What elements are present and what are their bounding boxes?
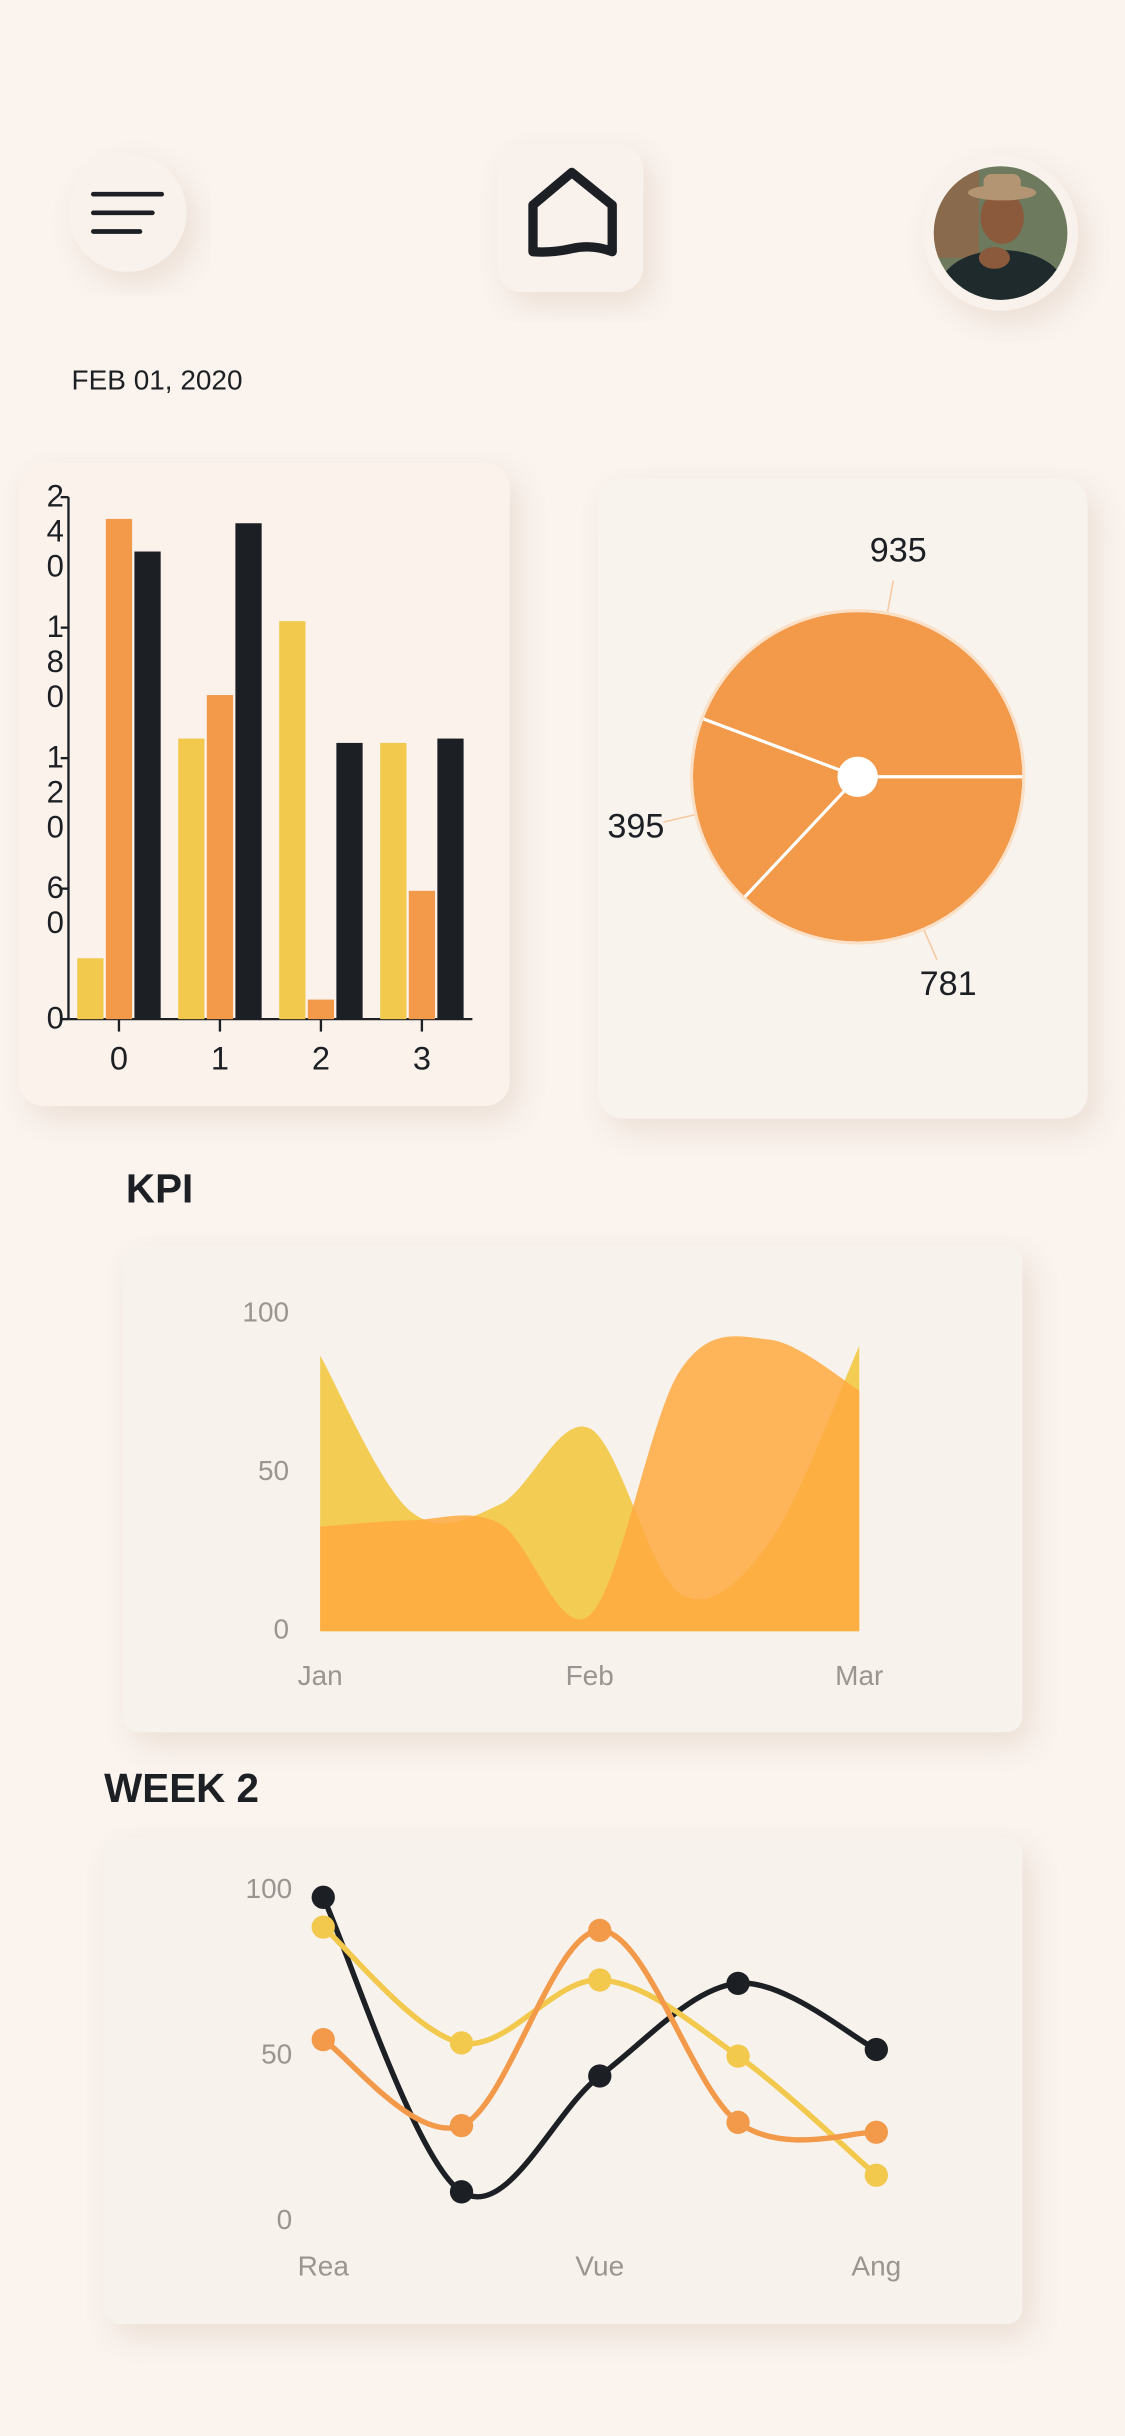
point: [864, 2120, 888, 2144]
point: [311, 2027, 335, 2052]
y-tick-label: 180: [38, 609, 73, 714]
pie-hole: [837, 756, 878, 797]
bar: [380, 742, 407, 1020]
bar: [336, 742, 363, 1020]
leader-line: [886, 580, 895, 614]
x-tick-label: 3: [413, 1040, 431, 1077]
home-icon: [528, 167, 617, 257]
kpi-title: KPI: [126, 1165, 193, 1211]
x-tick-label: Rea: [298, 2251, 350, 2282]
bar: [279, 621, 306, 1020]
x-tick-label: Ang: [851, 2251, 901, 2282]
y-tick-label: 0: [277, 2204, 293, 2235]
x-tick-label: 1: [211, 1040, 229, 1077]
home-button[interactable]: [497, 144, 644, 293]
point: [726, 2044, 750, 2068]
point: [449, 2180, 474, 2204]
point: [449, 2113, 474, 2138]
y-tick-label: 0: [38, 1000, 73, 1035]
point: [588, 1968, 612, 1992]
point: [726, 1971, 750, 1996]
x-tick-label: 0: [110, 1040, 128, 1077]
x-tick-label: Feb: [566, 1660, 614, 1691]
bar: [206, 695, 234, 1020]
y-tick-label: 120: [38, 739, 73, 844]
y-tick-label: 60: [38, 870, 73, 940]
menu-icon: [90, 191, 165, 234]
point: [311, 1915, 335, 1939]
bar: [77, 958, 104, 1020]
point: [588, 2064, 612, 2088]
bar: [178, 738, 205, 1020]
point: [864, 2163, 888, 2187]
point: [588, 1918, 612, 1943]
bar: [235, 523, 262, 1020]
point: [726, 2110, 750, 2134]
avatar: [933, 166, 1068, 300]
pie-label: 395: [607, 808, 664, 846]
y-tick-label: 50: [261, 2039, 292, 2070]
week-card: [104, 1837, 1023, 2325]
bar: [307, 999, 335, 1020]
pie-label: 781: [920, 965, 977, 1003]
area: [320, 1336, 860, 1632]
point: [449, 2031, 474, 2055]
x-tick-label: 2: [312, 1040, 330, 1077]
leader-line: [923, 929, 938, 961]
y-tick-label: 100: [242, 1297, 289, 1328]
date: FEB 01, 2020: [72, 365, 243, 396]
x-tick-label: Vue: [575, 2251, 624, 2282]
line: [320, 1896, 878, 2200]
bar: [134, 551, 161, 1020]
leader-line: [663, 813, 696, 823]
bar: [437, 738, 464, 1020]
bar: [408, 890, 436, 1020]
x-tick-label: Jan: [298, 1660, 343, 1691]
bar: [105, 518, 133, 1020]
y-tick-label: 50: [258, 1455, 289, 1486]
y-tick-label: 240: [38, 478, 73, 583]
x-tick-label: Mar: [835, 1660, 883, 1691]
pie-label: 935: [870, 532, 927, 570]
point: [864, 2037, 888, 2062]
y-tick-label: 0: [274, 1614, 290, 1645]
pie-rim: [689, 609, 1026, 945]
point: [311, 1885, 335, 1909]
week-title: WEEK 2: [104, 1765, 259, 1811]
y-tick-label: 100: [246, 1873, 293, 1904]
